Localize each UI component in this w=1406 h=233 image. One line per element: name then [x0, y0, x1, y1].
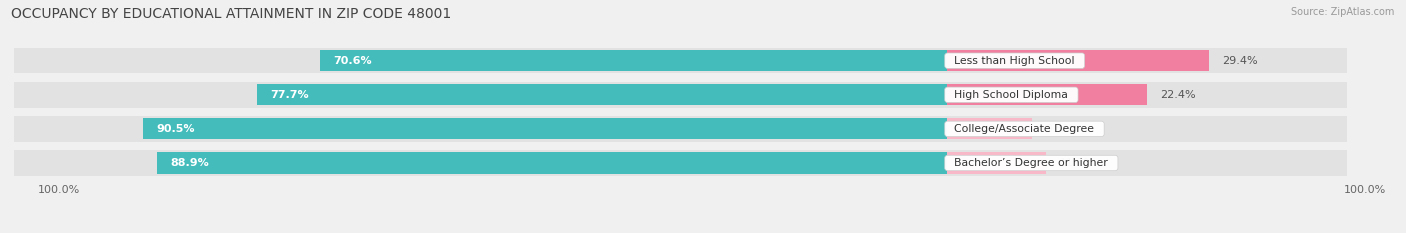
- Bar: [319, 50, 948, 71]
- Text: Bachelor’s Degree or higher: Bachelor’s Degree or higher: [948, 158, 1115, 168]
- Text: 90.5%: 90.5%: [156, 124, 195, 134]
- Bar: [157, 152, 948, 174]
- Bar: [14, 150, 1347, 176]
- Bar: [14, 82, 1347, 108]
- Text: 77.7%: 77.7%: [270, 90, 309, 100]
- Text: 88.9%: 88.9%: [170, 158, 209, 168]
- Bar: [948, 152, 1046, 174]
- Bar: [948, 118, 1032, 140]
- Text: 22.4%: 22.4%: [1160, 90, 1195, 100]
- Text: College/Associate Degree: College/Associate Degree: [948, 124, 1101, 134]
- Text: OCCUPANCY BY EDUCATIONAL ATTAINMENT IN ZIP CODE 48001: OCCUPANCY BY EDUCATIONAL ATTAINMENT IN Z…: [11, 7, 451, 21]
- Text: 11.1%: 11.1%: [1060, 158, 1095, 168]
- Bar: [948, 50, 1209, 71]
- Bar: [14, 48, 1347, 73]
- Text: High School Diploma: High School Diploma: [948, 90, 1076, 100]
- Text: 70.6%: 70.6%: [333, 56, 371, 66]
- Text: 9.5%: 9.5%: [1045, 124, 1074, 134]
- Bar: [143, 118, 948, 140]
- Bar: [14, 116, 1347, 142]
- Bar: [257, 84, 948, 105]
- Text: Source: ZipAtlas.com: Source: ZipAtlas.com: [1291, 7, 1395, 17]
- Text: Less than High School: Less than High School: [948, 56, 1083, 66]
- Bar: [948, 84, 1146, 105]
- Text: 29.4%: 29.4%: [1222, 56, 1258, 66]
